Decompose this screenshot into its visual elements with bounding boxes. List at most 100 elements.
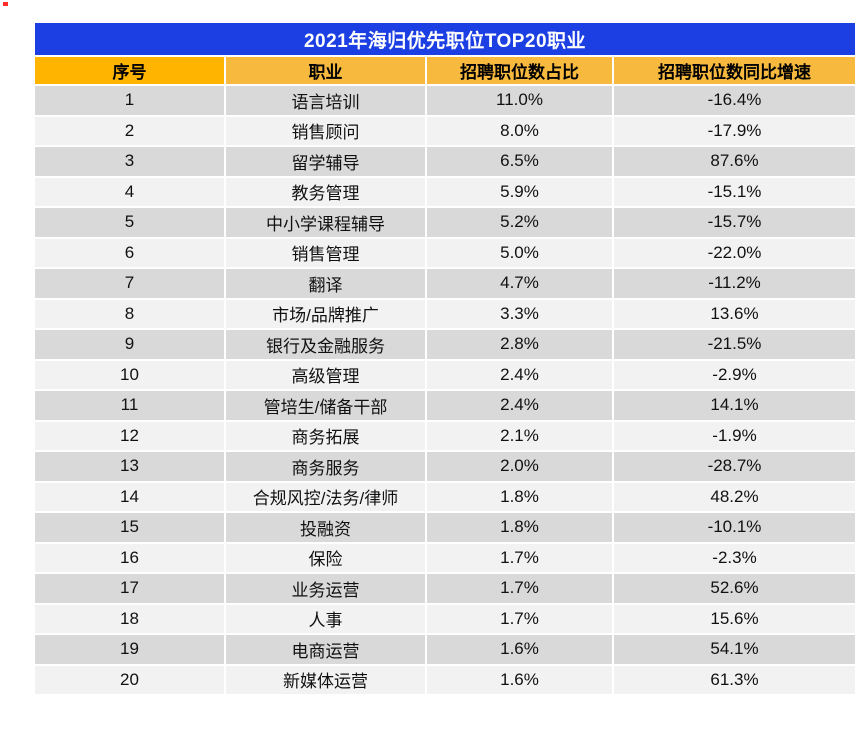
table-row: 5 中小学课程辅导 5.2% -15.7% [33, 206, 857, 239]
occupation-cell: 市场/品牌推广 [224, 297, 427, 330]
share-cell: 1.7% [425, 602, 614, 635]
rank-cell: 1 [33, 84, 226, 117]
occupation-cell: 商务服务 [224, 450, 427, 483]
growth-cell: 48.2% [612, 480, 857, 513]
table-row: 18 人事 1.7% 15.6% [33, 602, 857, 635]
growth-cell: -15.7% [612, 206, 857, 239]
rank-cell: 10 [33, 358, 226, 391]
growth-cell: -28.7% [612, 450, 857, 483]
growth-cell: -11.2% [612, 267, 857, 300]
share-cell: 4.7% [425, 267, 614, 300]
growth-cell: -2.3% [612, 541, 857, 574]
occupation-cell: 合规风控/法务/律师 [224, 480, 427, 513]
growth-cell: -17.9% [612, 114, 857, 147]
top20-table-wrap: 2021年海归优先职位TOP20职业 序号 职业 招聘职位数占比 招聘职位数同比… [33, 21, 857, 696]
column-header-rank: 序号 [33, 55, 226, 86]
table-row: 9 银行及金融服务 2.8% -21.5% [33, 328, 857, 361]
table-row: 16 保险 1.7% -2.3% [33, 541, 857, 574]
rank-cell: 16 [33, 541, 226, 574]
table-row: 2 销售顾问 8.0% -17.9% [33, 114, 857, 147]
column-header-share: 招聘职位数占比 [425, 55, 614, 86]
table-row: 19 电商运营 1.6% 54.1% [33, 633, 857, 666]
growth-cell: 61.3% [612, 663, 857, 696]
share-cell: 5.9% [425, 175, 614, 208]
table-row: 3 留学辅导 6.5% 87.6% [33, 145, 857, 178]
occupation-cell: 商务拓展 [224, 419, 427, 452]
column-header-row: 序号 职业 招聘职位数占比 招聘职位数同比增速 [33, 55, 857, 86]
growth-cell: -10.1% [612, 511, 857, 544]
growth-cell: -21.5% [612, 328, 857, 361]
share-cell: 2.1% [425, 419, 614, 452]
table-title: 2021年海归优先职位TOP20职业 [33, 21, 857, 57]
share-cell: 1.7% [425, 541, 614, 574]
growth-cell: 14.1% [612, 389, 857, 422]
rank-cell: 11 [33, 389, 226, 422]
share-cell: 1.7% [425, 572, 614, 605]
table-row: 10 高级管理 2.4% -2.9% [33, 358, 857, 391]
rank-cell: 8 [33, 297, 226, 330]
rank-cell: 19 [33, 633, 226, 666]
table-row: 14 合规风控/法务/律师 1.8% 48.2% [33, 480, 857, 513]
table-row: 4 教务管理 5.9% -15.1% [33, 175, 857, 208]
occupation-cell: 留学辅导 [224, 145, 427, 178]
table-row: 13 商务服务 2.0% -28.7% [33, 450, 857, 483]
title-row: 2021年海归优先职位TOP20职业 [33, 21, 857, 57]
table-row: 20 新媒体运营 1.6% 61.3% [33, 663, 857, 696]
share-cell: 11.0% [425, 84, 614, 117]
rank-cell: 6 [33, 236, 226, 269]
growth-cell: -1.9% [612, 419, 857, 452]
occupation-cell: 管培生/储备干部 [224, 389, 427, 422]
occupation-cell: 销售顾问 [224, 114, 427, 147]
rank-cell: 13 [33, 450, 226, 483]
table-row: 17 业务运营 1.7% 52.6% [33, 572, 857, 605]
rank-cell: 3 [33, 145, 226, 178]
occupation-cell: 教务管理 [224, 175, 427, 208]
share-cell: 5.2% [425, 206, 614, 239]
share-cell: 2.4% [425, 358, 614, 391]
share-cell: 6.5% [425, 145, 614, 178]
occupation-cell: 保险 [224, 541, 427, 574]
table-row: 1 语言培训 11.0% -16.4% [33, 84, 857, 117]
rank-cell: 17 [33, 572, 226, 605]
occupation-cell: 电商运营 [224, 633, 427, 666]
share-cell: 3.3% [425, 297, 614, 330]
occupation-cell: 翻译 [224, 267, 427, 300]
rank-cell: 5 [33, 206, 226, 239]
table-row: 12 商务拓展 2.1% -1.9% [33, 419, 857, 452]
growth-cell: 13.6% [612, 297, 857, 330]
table-row: 8 市场/品牌推广 3.3% 13.6% [33, 297, 857, 330]
share-cell: 2.8% [425, 328, 614, 361]
share-cell: 1.8% [425, 480, 614, 513]
rank-cell: 2 [33, 114, 226, 147]
growth-cell: -22.0% [612, 236, 857, 269]
occupation-cell: 新媒体运营 [224, 663, 427, 696]
table-body: 1 语言培训 11.0% -16.4% 2 销售顾问 8.0% -17.9% 3 留学辅导 6.5%… [33, 84, 857, 696]
share-cell: 8.0% [425, 114, 614, 147]
share-cell: 5.0% [425, 236, 614, 269]
growth-cell: 52.6% [612, 572, 857, 605]
occupation-cell: 业务运营 [224, 572, 427, 605]
top20-table: 2021年海归优先职位TOP20职业 序号 职业 招聘职位数占比 招聘职位数同比… [33, 21, 857, 696]
occupation-cell: 语言培训 [224, 84, 427, 117]
rank-cell: 20 [33, 663, 226, 696]
growth-cell: -2.9% [612, 358, 857, 391]
rank-cell: 4 [33, 175, 226, 208]
growth-cell: -15.1% [612, 175, 857, 208]
occupation-cell: 销售管理 [224, 236, 427, 269]
occupation-cell: 中小学课程辅导 [224, 206, 427, 239]
table-row: 7 翻译 4.7% -11.2% [33, 267, 857, 300]
rank-cell: 9 [33, 328, 226, 361]
occupation-cell: 银行及金融服务 [224, 328, 427, 361]
share-cell: 1.8% [425, 511, 614, 544]
rank-cell: 7 [33, 267, 226, 300]
rank-cell: 15 [33, 511, 226, 544]
growth-cell: 87.6% [612, 145, 857, 178]
share-cell: 1.6% [425, 663, 614, 696]
rank-cell: 18 [33, 602, 226, 635]
corner-mark [3, 2, 8, 6]
table-row: 15 投融资 1.8% -10.1% [33, 511, 857, 544]
column-header-growth: 招聘职位数同比增速 [612, 55, 857, 86]
growth-cell: 15.6% [612, 602, 857, 635]
share-cell: 2.0% [425, 450, 614, 483]
growth-cell: -16.4% [612, 84, 857, 117]
